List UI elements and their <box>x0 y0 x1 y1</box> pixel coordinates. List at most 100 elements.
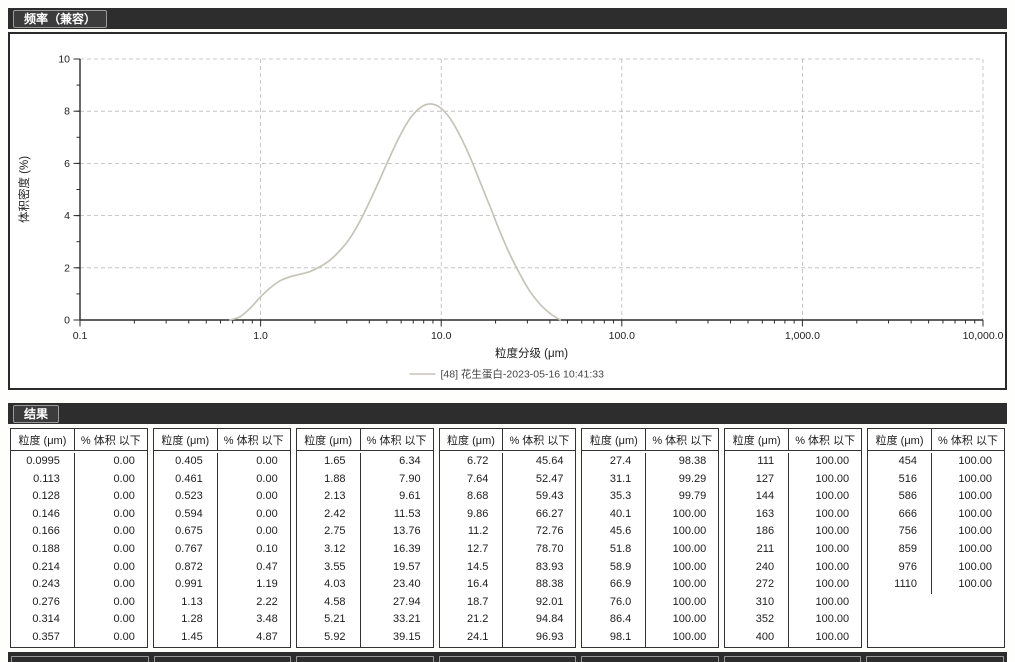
table-row: 310 100.00 <box>725 593 861 612</box>
table-group-header: 粒度 (μm) % 体积 以下 <box>11 429 147 451</box>
results-table: 粒度 (μm)% 体积 以下 0.0995 0.00 0.113 0.00 0.128 0.… <box>10 428 1006 648</box>
percent-below-cell: 0.00 <box>113 507 135 520</box>
percent-below-cell: 78.70 <box>535 542 564 555</box>
particle-size-cell: 7.64 <box>440 470 504 489</box>
cropped-header-segment <box>153 655 292 662</box>
table-row: 11.2 72.76 <box>440 523 576 541</box>
table-row: 0.243 0.00 <box>11 576 147 594</box>
percent-below-cell: 88.38 <box>535 578 564 591</box>
particle-size-cell: 976 <box>868 558 932 577</box>
percent-below-column-header: % 体积 以下 <box>509 435 570 447</box>
particle-size-cell: 0.146 <box>11 505 75 524</box>
particle-size-cell: 6.72 <box>440 453 504 471</box>
particle-size-cell: 0.276 <box>11 593 75 612</box>
table-row: 666 100.00 <box>868 505 1004 524</box>
particle-size-cell: 240 <box>725 558 790 577</box>
particle-size-cell: 1.13 <box>154 593 218 612</box>
particle-size-cell: 211 <box>725 540 790 559</box>
percent-below-cell: 23.40 <box>393 578 421 591</box>
table-group: 粒度 (μm)% 体积 以下 0.0995 0.00 0.113 0.00 0.128 0.… <box>10 428 148 648</box>
table-row: 0.314 0.00 <box>11 611 147 629</box>
particle-size-cell: 0.461 <box>154 470 218 489</box>
table-row: 2.42 11.53 <box>297 505 433 524</box>
table-row: 51.8 100.00 <box>582 540 718 559</box>
percent-below-cell: 100.00 <box>672 542 707 555</box>
table-row: 127 100.00 <box>725 470 861 489</box>
table-row: 2.75 13.76 <box>297 523 433 541</box>
percent-below-cell: 0.00 <box>113 472 135 485</box>
table-row: 186 100.00 <box>725 523 861 541</box>
percent-below-cell: 0.00 <box>256 507 278 520</box>
particle-size-cell: 45.6 <box>582 523 647 541</box>
percent-below-cell: 3.48 <box>256 613 278 626</box>
percent-below-cell: 11.53 <box>393 507 421 520</box>
table-row: 24.1 96.93 <box>440 628 576 647</box>
particle-size-cell: 0.314 <box>11 611 75 629</box>
table-row: 0.357 0.00 <box>11 628 147 647</box>
table-row: 0.113 0.00 <box>11 470 147 489</box>
particle-size-cell: 21.2 <box>440 611 504 629</box>
table-row: 8.68 59.43 <box>440 488 576 506</box>
table-group: 粒度 (μm) % 体积 以下 6.72 45.64 7.64 52.47 8.68 59.4… <box>438 428 577 648</box>
size-column-header: 粒度 (μm) <box>725 429 790 450</box>
particle-size-cell: 14.5 <box>440 558 504 577</box>
table-row: 35.3 99.79 <box>582 488 718 506</box>
cropped-header-segment <box>723 655 862 662</box>
percent-below-column-header: % 体积 以下 <box>938 435 998 447</box>
particle-size-cell: 586 <box>868 488 932 506</box>
particle-size-cell: 86.4 <box>582 611 647 629</box>
percent-below-cell: 72.76 <box>535 525 564 538</box>
percent-below-cell: 83.93 <box>535 560 564 573</box>
percent-below-cell: 0.00 <box>113 560 135 573</box>
table-row: 400 100.00 <box>725 628 861 647</box>
particle-size-cell: 0.523 <box>154 488 218 506</box>
percent-below-column-header: % 体积 以下 <box>795 435 856 447</box>
size-column-header: 粒度 (μm) <box>440 429 504 450</box>
particle-size-cell: 3.12 <box>297 540 361 559</box>
percent-below-cell: 0.00 <box>256 525 278 538</box>
table-row: 3.12 16.39 <box>297 540 433 559</box>
table-row: 976 100.00 <box>868 558 1004 577</box>
particle-size-cell: 454 <box>868 453 932 471</box>
size-column-header: 粒度 (μm) <box>297 429 361 450</box>
percent-below-column-header: % 体积 以下 <box>223 435 284 447</box>
percent-below-cell: 100.00 <box>958 560 993 573</box>
particle-size-cell: 0.188 <box>11 540 75 559</box>
table-row: 0.405 0.00 <box>154 453 290 471</box>
x-axis-label: 粒度分级 (μm) <box>495 346 568 360</box>
particle-size-cell: 186 <box>725 523 790 541</box>
table-row: 4.03 23.40 <box>297 576 433 594</box>
table-row: 756 100.00 <box>868 523 1004 541</box>
percent-below-cell: 45.64 <box>535 455 564 467</box>
percent-below-cell: 9.61 <box>399 490 421 503</box>
table-group-body: 27.4 98.38 31.1 99.29 35.3 99.79 40.1 100.00 45.… <box>582 451 718 647</box>
table-row: 352 100.00 <box>725 611 861 629</box>
table-row: 16.4 88.38 <box>440 576 576 594</box>
table-group-body: 454 100.00 516 100.00 586 100.00 666 100.00 756 1… <box>868 451 1004 647</box>
percent-below-cell: 100.00 <box>958 507 993 520</box>
size-column-header: 粒度 (μm) <box>11 429 75 450</box>
particle-size-cell: 111 <box>725 453 790 471</box>
cropped-header-segment <box>866 655 1005 662</box>
particle-size-cell: 0.357 <box>11 628 75 647</box>
table-row: 111 100.00 <box>725 453 861 471</box>
percent-below-cell: 100.00 <box>815 560 850 573</box>
percent-below-cell: 0.10 <box>256 542 278 555</box>
table-row: 0.276 0.00 <box>11 593 147 612</box>
percent-below-cell: 100.00 <box>958 490 993 503</box>
frequency-distribution-chart: 0.1 1.0 10.0 100.0 1,000.0 10,000.0 0 2 4 6 8 10 粒度分… <box>17 54 1004 381</box>
particle-size-cell: 27.4 <box>582 453 647 471</box>
table-row: 86.4 100.00 <box>582 611 718 629</box>
particle-size-cell: 400 <box>725 628 790 647</box>
percent-below-cell: 59.43 <box>535 490 564 503</box>
percent-below-column-header: % 体积 以下 <box>366 435 427 447</box>
table-row: 14.5 83.93 <box>440 558 576 577</box>
table-row: 211 100.00 <box>725 540 861 559</box>
particle-size-cell: 5.21 <box>297 611 361 629</box>
particle-size-cell: 8.68 <box>440 488 504 506</box>
table-row: 0.767 0.10 <box>154 540 290 559</box>
particle-size-cell: 98.1 <box>582 628 647 647</box>
percent-below-cell: 0.00 <box>113 613 135 626</box>
particle-size-cell: 0.0995 <box>11 453 75 471</box>
particle-size-cell: 3.55 <box>297 558 361 577</box>
